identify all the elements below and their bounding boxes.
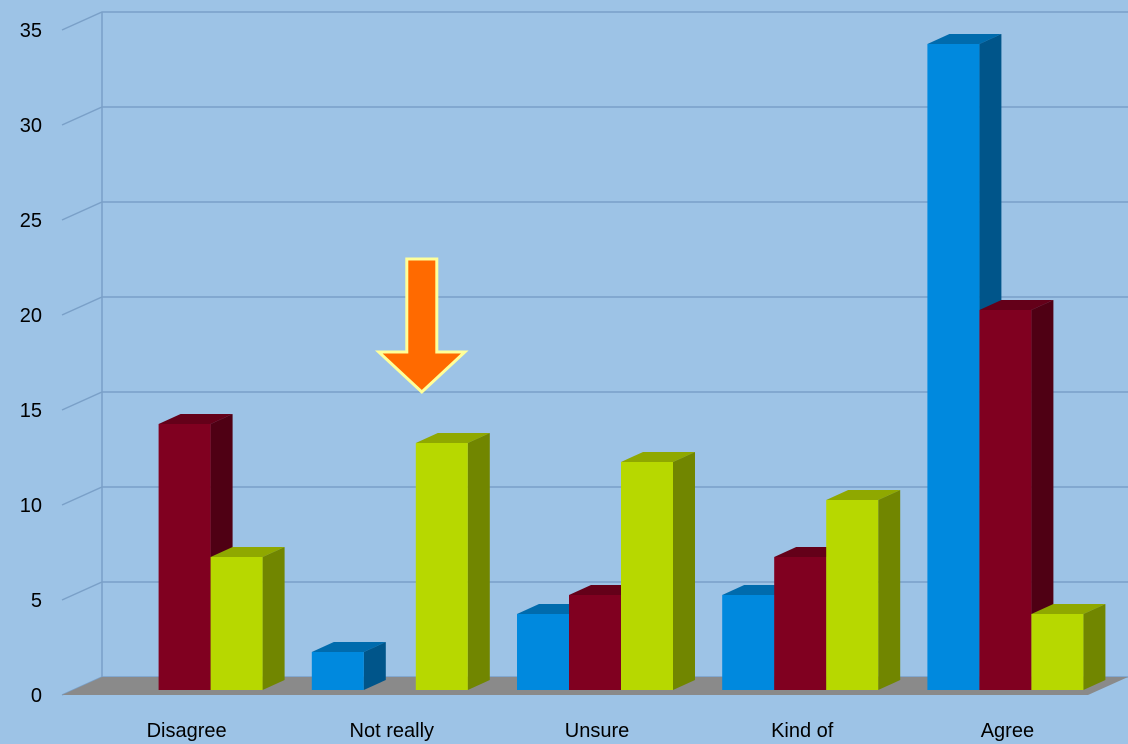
bar-side [467,433,490,690]
bar-top [210,547,285,557]
bar-top [415,433,490,443]
category-label: Not really [350,720,434,742]
gridline [61,486,1128,506]
bar-top [979,300,1054,310]
bar [621,452,695,690]
bar-front [517,614,569,690]
bar [311,642,386,690]
y-tick-label: 0 [31,685,42,707]
bar-side [262,547,285,690]
bar [1031,604,1106,690]
gridline [61,106,1128,126]
y-axis-ticks: 0 5 10 15 20 25 30 35 [20,20,42,707]
bar-front [927,44,980,690]
y-tick-label: 15 [20,400,42,422]
bar-front [415,443,468,690]
category-labels: Disagree Not really Unsure Kind of Agree [147,720,1035,742]
bar-side [1031,300,1054,690]
y-tick-label: 35 [20,20,42,42]
bar [826,490,901,690]
annotation [374,257,469,395]
bar [979,300,1054,690]
y-tick-label: 30 [20,115,42,137]
bar-side [363,642,386,690]
y-tick-label: 10 [20,495,42,517]
bar-side [878,490,901,690]
bar-front [722,595,775,690]
bar-front [158,424,211,690]
bar-side [673,452,695,690]
category-label: Agree [981,720,1034,742]
bar [774,547,849,690]
bar-front [311,652,364,690]
gridline [61,201,1128,221]
gridline [61,11,1128,31]
bar-top [927,34,1002,44]
gridline [61,391,1128,411]
bar-front [774,557,827,690]
bar-top [158,414,233,424]
bars [158,34,1106,690]
bar-front [569,595,621,690]
y-tick-label: 5 [31,590,42,612]
category-label: Kind of [771,720,834,742]
bar [210,547,285,690]
bar-front [826,500,879,690]
gridline [61,296,1128,316]
bar-front [210,557,263,690]
bar-side [1083,604,1106,690]
y-tick-label: 20 [20,305,42,327]
bar-top [1031,604,1106,614]
y-tick-label: 25 [20,210,42,232]
down-arrow-icon [374,257,469,395]
bar-front [621,462,673,690]
bar-top [621,452,695,462]
bar-top [826,490,901,500]
bar-top [311,642,386,652]
bar-front [1031,614,1084,690]
bar [415,433,490,690]
category-label: Disagree [147,720,227,742]
category-label: Unsure [565,720,629,742]
bar-front [979,310,1032,690]
